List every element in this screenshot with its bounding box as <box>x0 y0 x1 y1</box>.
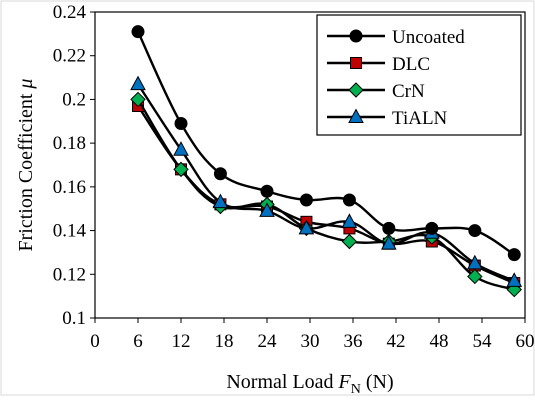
y-tick-label: 0.2 <box>62 89 86 110</box>
data-point-uncoated <box>299 193 313 207</box>
data-point-uncoated <box>260 184 274 198</box>
data-point-tialn <box>341 213 358 228</box>
y-axis-ticks: 0.1 0.12 0.14 0.16 0.18 0.2 0.22 0.24 <box>53 2 95 329</box>
x-tick-label: 6 <box>133 331 143 352</box>
y-tick-label: 0.22 <box>53 46 86 67</box>
x-tick-label: 18 <box>215 331 234 352</box>
data-point-tialn <box>130 75 146 91</box>
data-point-crn <box>130 91 146 108</box>
data-point-tialn <box>173 141 189 156</box>
data-point-tialn <box>298 219 315 235</box>
x-tick-label: 42 <box>387 331 406 352</box>
y-tick-label: 0.16 <box>53 177 86 198</box>
y-tick-label: 0.1 <box>62 308 86 329</box>
x-tick-label: 36 <box>344 331 363 352</box>
data-point-uncoated <box>342 193 356 207</box>
data-point-crn <box>173 161 189 178</box>
data-point-uncoated <box>425 221 439 235</box>
x-axis-title: Normal Load FN (N) <box>226 371 393 396</box>
legend-label-tialn: TiALN <box>392 108 448 129</box>
y-tick-label: 0.18 <box>53 133 86 154</box>
x-tick-label: 54 <box>473 331 493 352</box>
x-tick-label: 30 <box>301 331 320 352</box>
data-point-crn <box>467 268 483 285</box>
legend-marker-crn <box>348 82 364 98</box>
data-point-uncoated <box>468 224 482 238</box>
legend-label-uncoated: Uncoated <box>392 27 465 48</box>
data-point-crn <box>341 233 358 250</box>
y-tick-label: 0.24 <box>53 2 87 23</box>
series-layer <box>130 25 523 298</box>
legend-label-crn: CrN <box>392 81 425 102</box>
data-point-uncoated <box>507 248 521 262</box>
y-tick-label: 0.14 <box>53 221 87 242</box>
series-line-crn <box>136 98 515 291</box>
legend-label-dlc: DLC <box>392 54 430 75</box>
x-tick-label: 48 <box>430 331 449 352</box>
data-point-uncoated <box>382 221 396 235</box>
data-point-tialn <box>380 235 397 250</box>
data-point-tialn <box>466 254 483 270</box>
data-point-uncoated <box>131 25 145 39</box>
x-tick-label: 0 <box>90 331 100 352</box>
x-tick-label: 60 <box>516 331 535 352</box>
series-tialn <box>130 75 523 287</box>
legend: Uncoated DLC CrN TiALN <box>316 14 522 136</box>
x-tick-label: 12 <box>172 331 191 352</box>
data-point-tialn <box>212 193 229 209</box>
data-point-tialn <box>506 272 523 287</box>
data-point-tialn <box>259 202 275 217</box>
x-tick-label: 24 <box>258 331 278 352</box>
series-line-tialn <box>136 83 515 282</box>
y-axis-title: Friction Coefficient μ <box>15 79 37 252</box>
series-line-uncoated <box>136 31 515 256</box>
y-tick-label: 0.12 <box>53 264 86 285</box>
legend-marker-dlc <box>350 57 362 69</box>
data-point-uncoated <box>174 116 188 130</box>
series-uncoated <box>131 25 521 262</box>
x-axis-ticks: 0 6 12 18 24 30 36 42 48 54 60 <box>90 318 535 352</box>
legend-marker-tialn <box>348 108 364 123</box>
data-point-uncoated <box>213 167 227 181</box>
legend-marker-uncoated <box>349 29 363 43</box>
